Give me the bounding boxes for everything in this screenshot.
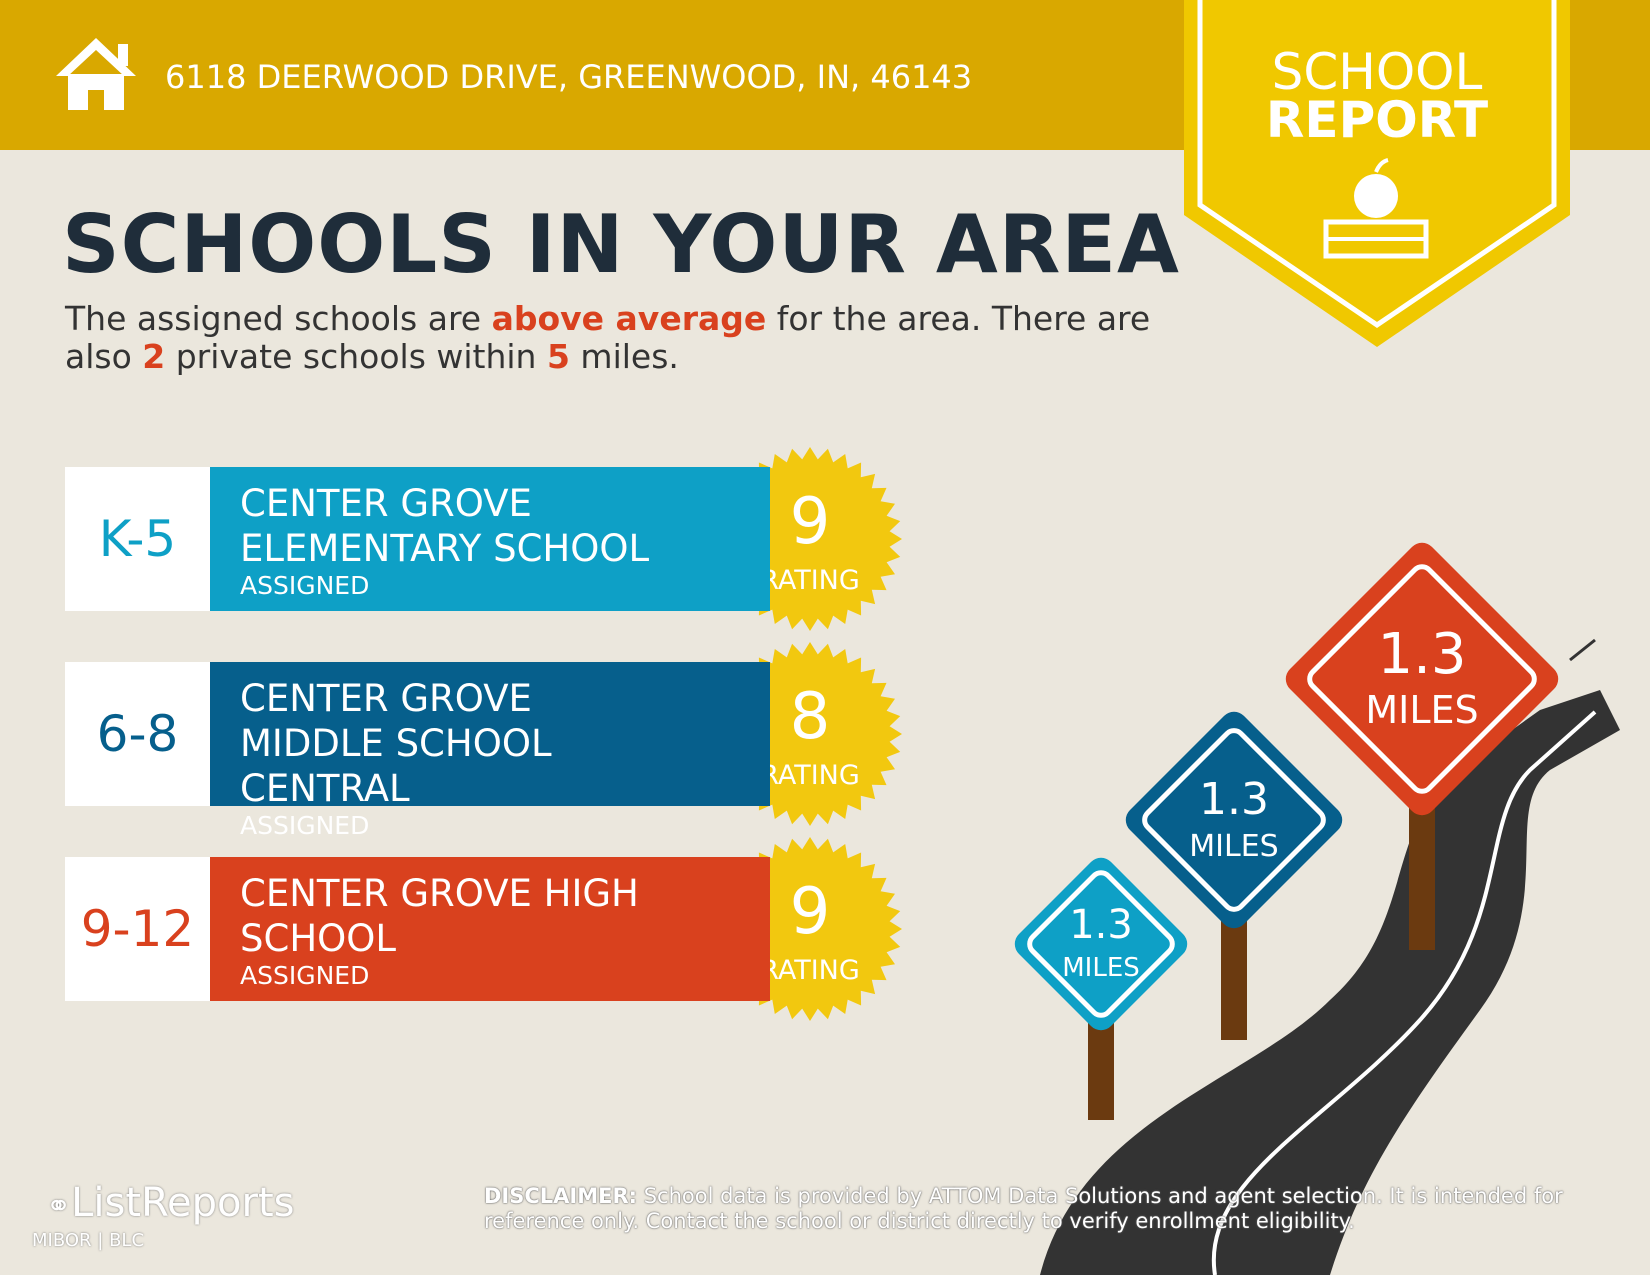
rating-label: RATING <box>760 955 860 986</box>
sign-border <box>1027 870 1175 1018</box>
sign-unit: MILES <box>1189 829 1278 864</box>
intro-text: miles. <box>569 337 679 376</box>
sign-distance: 1.3 <box>1377 622 1466 687</box>
apple-book-icon <box>1323 158 1429 259</box>
intro: The assigned schools are above average f… <box>65 300 1165 376</box>
logo-partners: MIBOR | BLC <box>32 1230 145 1251</box>
badge-title: SCHOOL REPORT <box>1184 43 1570 149</box>
logo-brand: ListReports <box>71 1180 295 1226</box>
school-box: CENTER GROVE HIGH SCHOOL ASSIGNED <box>210 857 770 1001</box>
road-line <box>1211 710 1597 1275</box>
sign-board <box>1285 542 1559 816</box>
badge-line: REPORT <box>1265 91 1489 149</box>
disclaimer-text: School data is provided by ATTOM Data So… <box>484 1184 1570 1233</box>
rating-label: RATING <box>760 760 860 791</box>
grade-label: K-5 <box>65 467 210 611</box>
school-name: CENTER GROVE MIDDLE SCHOOL CENTRAL <box>240 677 552 810</box>
school-name: CENTER GROVE HIGH SCHOOL <box>240 872 639 960</box>
logo-partner: BLC <box>109 1230 145 1251</box>
badge-line: SCHOOL <box>1271 43 1483 101</box>
intro-number: 5 <box>546 337 570 376</box>
sign-board <box>1125 711 1343 929</box>
school-status: ASSIGNED <box>240 571 370 600</box>
sign-border <box>1142 728 1326 912</box>
school-status: ASSIGNED <box>240 811 370 840</box>
sign-board <box>1014 857 1188 1031</box>
heading: SCHOOLS IN YOUR AREA <box>62 198 1180 291</box>
disclaimer-label: DISCLAIMER: <box>484 1184 638 1208</box>
road <box>1040 690 1620 1275</box>
intro-highlight: above average <box>491 299 767 338</box>
logo-partner: MIBOR <box>32 1230 92 1251</box>
rating-value: 9 <box>790 485 831 559</box>
sign-border <box>1307 564 1537 794</box>
school-box: CENTER GROVE MIDDLE SCHOOL CENTRAL ASSIGN… <box>210 662 770 840</box>
grade-label: 9-12 <box>65 857 210 1001</box>
address: 6118 DEERWOOD DRIVE, GREENWOOD, IN, 4614… <box>165 58 973 96</box>
school-box: CENTER GROVE ELEMENTARY SCHOOL ASSIGNED <box>210 467 770 611</box>
intro-number: 2 <box>142 337 166 376</box>
disclaimer: DISCLAIMER: School data is provided by A… <box>484 1184 1564 1234</box>
rating-label: RATING <box>760 565 860 596</box>
sign-distance: 1.3 <box>1069 902 1133 948</box>
rating-value: 8 <box>790 680 831 754</box>
school-status: ASSIGNED <box>240 961 370 990</box>
sign-distance: 1.3 <box>1199 774 1269 825</box>
grade-label: 6-8 <box>65 662 210 806</box>
rating-value: 9 <box>790 875 831 949</box>
school-name: CENTER GROVE ELEMENTARY SCHOOL <box>240 482 650 570</box>
intro-text: private schools within <box>165 337 547 376</box>
intro-text: The assigned schools are <box>65 299 492 338</box>
intro-text: for the area. There are also <box>65 299 1161 376</box>
sign-unit: MILES <box>1365 688 1478 732</box>
sign-unit: MILES <box>1062 953 1140 983</box>
logo: ⚭ListReports <box>46 1180 295 1226</box>
